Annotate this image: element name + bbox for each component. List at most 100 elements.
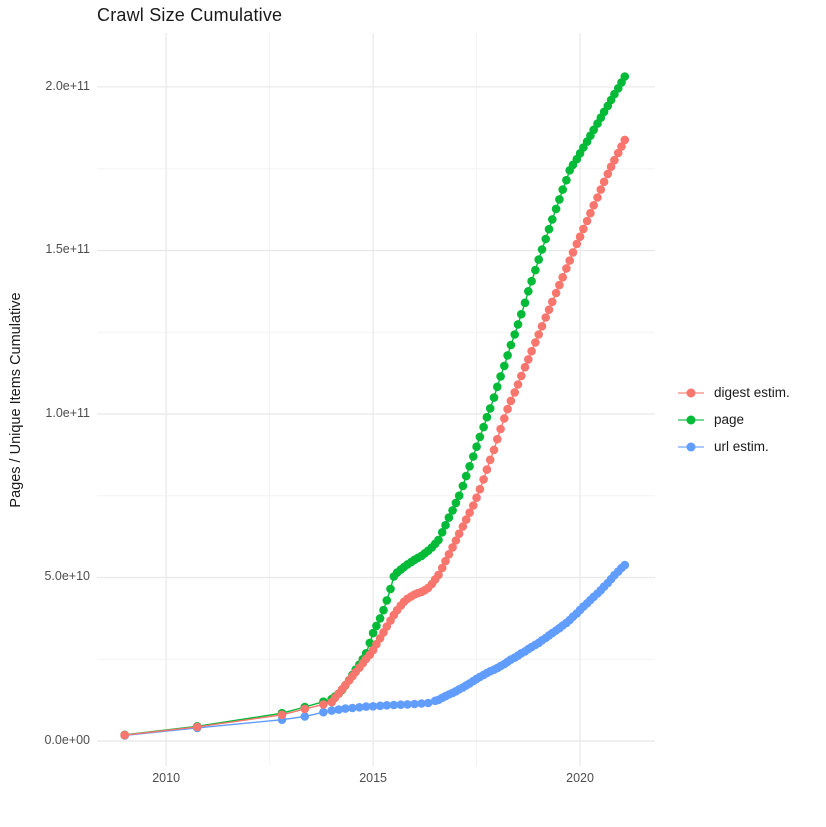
data-point-page [513,320,523,329]
data-point-digest-estim- [599,177,609,187]
data-point-digest-estim- [510,388,519,397]
data-point-digest-estim- [541,313,550,322]
data-point-page [503,351,512,360]
data-point-digest-estim- [319,700,328,709]
data-point-digest-estim- [277,710,287,720]
data-point-digest-estim- [500,414,509,423]
data-point-page [520,298,530,308]
data-point-digest-estim- [472,493,481,503]
data-point-url-estim- [410,699,419,709]
legend-point-swatch [686,442,696,451]
data-point-page [527,276,536,286]
data-point-page [541,234,550,244]
data-point-page [454,491,464,501]
data-point-digest-estim- [596,185,606,194]
data-point-page [558,185,567,194]
data-point-digest-estim- [300,704,310,714]
legend-point-swatch [686,388,696,397]
data-point-url-estim- [368,702,378,711]
data-point-page [496,372,505,381]
data-point-digest-estim- [603,169,613,179]
y-tick-label: 2.0e+11 [45,78,90,93]
data-point-page [544,224,554,234]
data-point-url-estim- [620,560,630,570]
data-point-url-estim- [375,701,385,711]
legend-point-swatch [686,415,696,424]
data-point-digest-estim- [582,216,592,226]
data-point-page [482,412,492,422]
data-point-digest-estim- [437,563,447,573]
data-point-page [534,255,543,264]
data-point-page [382,596,392,605]
data-point-digest-estim- [579,224,588,234]
data-point-page [537,245,547,254]
data-point-url-estim- [348,703,357,713]
data-point-page [479,422,488,432]
data-point-digest-estim- [441,556,450,566]
data-point-digest-estim- [565,256,574,265]
data-point-digest-estim- [448,543,457,552]
data-point-digest-estim- [610,155,619,165]
data-point-digest-estim- [534,330,543,339]
legend-item-page: page [678,406,790,433]
data-point-page [531,265,540,275]
data-point-digest-estim- [544,305,554,315]
data-point-url-estim- [319,707,328,717]
data-point-url-estim- [300,712,310,721]
legend-key-digest-estim [678,385,704,401]
legend-label: url estim. [714,439,769,454]
data-point-digest-estim- [551,288,561,298]
chart-title: Crawl Size Cumulative [97,5,283,25]
data-point-digest-estim- [617,142,626,151]
y-tick-label: 1.5e+11 [45,242,90,257]
data-point-page [465,462,474,471]
data-point-digest-estim- [606,162,616,171]
data-point-page [551,204,561,214]
y-tick-label: 0.0e+00 [44,732,90,747]
data-point-digest-estim- [493,434,502,444]
data-point-digest-estim- [192,722,202,732]
data-point-digest-estim- [506,396,516,406]
data-point-digest-estim- [454,529,464,538]
data-point-page [451,498,461,508]
data-point-page [461,471,471,481]
data-point-digest-estim- [558,273,567,282]
data-point-page [375,614,385,623]
data-point-digest-estim- [479,475,488,484]
y-axis-title: Pages / Unique Items Cumulative [8,292,24,508]
data-point-url-estim- [327,706,337,715]
data-point-page [555,195,564,204]
legend-item-digest-estim: digest estim. [678,379,790,406]
data-point-digest-estim- [537,322,547,331]
data-point-digest-estim- [531,338,540,347]
data-point-page [437,528,447,537]
data-point-digest-estim- [458,522,468,531]
data-point-url-estim- [355,703,364,712]
data-point-digest-estim- [434,570,443,580]
data-point-digest-estim- [568,248,578,257]
data-point-page [458,481,468,491]
data-point-page [548,215,557,224]
data-point-page [441,520,450,530]
data-point-digest-estim- [524,355,533,364]
data-point-digest-estim- [517,371,526,381]
data-point-page [510,330,519,339]
data-point-page [485,404,495,413]
x-tick-label: 2010 [152,771,181,785]
y-tick-label: 5.0e+10 [44,569,90,584]
x-tick-label: 2020 [566,771,594,785]
data-point-page [386,584,395,594]
data-point-page [506,340,516,350]
data-point-page [475,432,485,442]
data-point-digest-estim- [482,465,492,474]
data-point-digest-estim- [620,135,630,145]
legend-key-url-estim [678,439,704,455]
legend-label: digest estim. [714,385,790,400]
data-point-url-estim- [389,700,399,710]
data-point-page [365,638,375,648]
data-point-page [472,442,481,452]
data-point-url-estim- [334,705,344,714]
data-point-page [500,361,509,371]
legend-label: page [714,412,745,427]
